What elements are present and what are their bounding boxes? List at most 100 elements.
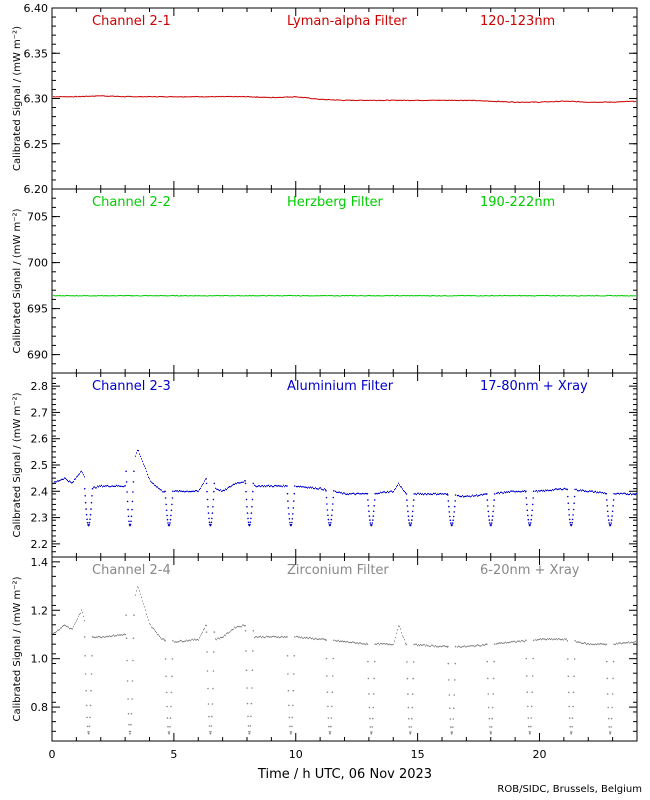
dip-point bbox=[407, 515, 410, 517]
dip-point bbox=[486, 643, 488, 645]
x-tick-label: 15 bbox=[411, 748, 425, 761]
dip-point bbox=[492, 677, 495, 680]
series-line bbox=[53, 294, 637, 297]
dip-point bbox=[606, 693, 609, 695]
dip-point bbox=[85, 513, 88, 516]
dip-point bbox=[452, 515, 455, 518]
dip-point bbox=[448, 511, 451, 513]
dip-point bbox=[164, 490, 166, 493]
dip-point bbox=[245, 669, 248, 671]
dip-point bbox=[251, 687, 253, 689]
dip-point bbox=[327, 518, 330, 521]
dip-point bbox=[165, 675, 167, 678]
dip-point bbox=[411, 519, 413, 521]
dip-point bbox=[371, 522, 374, 524]
dip-point bbox=[130, 520, 132, 523]
dip-point bbox=[411, 515, 414, 517]
dip-point bbox=[493, 499, 496, 501]
dip-point bbox=[169, 522, 171, 524]
dip-point bbox=[611, 515, 613, 517]
dip-point bbox=[531, 675, 534, 677]
dip-point bbox=[448, 505, 450, 508]
dip-point bbox=[130, 712, 133, 715]
dip-point bbox=[373, 505, 376, 507]
dip-point bbox=[244, 630, 247, 632]
dip-point bbox=[570, 732, 572, 735]
dip-point bbox=[451, 726, 454, 728]
dip-point bbox=[450, 524, 453, 527]
dip-point bbox=[211, 715, 213, 718]
dip-point bbox=[244, 482, 247, 485]
dip-point bbox=[91, 495, 93, 497]
dip-point bbox=[372, 510, 375, 513]
dip-point bbox=[331, 705, 333, 708]
dip-point bbox=[487, 693, 490, 695]
dip-point bbox=[129, 524, 131, 527]
filter-label: Zirconium Filter bbox=[287, 563, 389, 578]
dip-point bbox=[169, 717, 172, 719]
dip-point bbox=[172, 490, 174, 493]
y-tick-label: 1.2 bbox=[31, 604, 49, 617]
dip-point bbox=[406, 505, 409, 507]
dip-point bbox=[247, 517, 249, 520]
band-label: 190-222nm bbox=[480, 195, 555, 210]
dip-point bbox=[131, 500, 134, 503]
dip-point bbox=[374, 643, 377, 645]
dip-point bbox=[249, 725, 252, 727]
dip-point bbox=[287, 673, 289, 675]
dip-point bbox=[331, 514, 333, 517]
dip-point bbox=[85, 689, 87, 692]
dip-point bbox=[454, 494, 457, 496]
dip-point bbox=[245, 650, 247, 652]
dip-point bbox=[245, 498, 248, 501]
dip-point bbox=[211, 512, 214, 514]
dip-point bbox=[530, 514, 533, 517]
dip-point bbox=[486, 660, 489, 663]
dip-point bbox=[170, 509, 173, 512]
dip-point bbox=[368, 510, 370, 513]
dip-point bbox=[330, 717, 333, 719]
dip-point bbox=[287, 689, 290, 692]
dip-point bbox=[207, 687, 209, 690]
panel-frame bbox=[51, 372, 638, 558]
dip-point bbox=[612, 660, 615, 663]
dip-point bbox=[607, 515, 609, 517]
y-axis-label: Calibrated Signal / (mW m⁻²) bbox=[12, 26, 23, 171]
dip-point bbox=[288, 518, 291, 520]
dip-point bbox=[526, 503, 528, 506]
dip-point bbox=[449, 519, 452, 522]
dip-point bbox=[171, 675, 173, 678]
dip-point bbox=[405, 493, 408, 495]
dip-point bbox=[209, 732, 212, 735]
dip-point bbox=[328, 725, 330, 728]
dip-point bbox=[411, 693, 414, 695]
panel-frame bbox=[51, 7, 638, 190]
dip-point bbox=[610, 522, 612, 524]
dip-point bbox=[327, 705, 329, 708]
dip-point bbox=[372, 515, 375, 517]
series-1 bbox=[52, 95, 637, 104]
dip-point bbox=[452, 519, 455, 522]
dip-point bbox=[250, 715, 252, 718]
dip-point bbox=[133, 614, 135, 616]
y-tick-label: 6.35 bbox=[24, 47, 49, 60]
y-tick-label: 2.3 bbox=[31, 512, 49, 525]
dip-point bbox=[87, 732, 90, 735]
dip-point bbox=[527, 705, 529, 708]
dip-point bbox=[87, 524, 90, 527]
dip-point bbox=[250, 702, 253, 705]
dip-point bbox=[326, 509, 329, 511]
dip-point bbox=[409, 732, 412, 735]
dip-point bbox=[450, 522, 452, 524]
dip-point bbox=[84, 495, 86, 497]
dip-point bbox=[525, 497, 528, 499]
dip-point bbox=[493, 660, 496, 663]
y-axis-label: Calibrated Signal / (mW m⁻²) bbox=[12, 208, 23, 353]
x-tick-label: 5 bbox=[170, 748, 177, 761]
dip-point bbox=[450, 726, 452, 728]
dip-point bbox=[372, 717, 374, 720]
dip-point bbox=[128, 730, 131, 733]
dip-point bbox=[613, 492, 615, 495]
dip-point bbox=[326, 503, 328, 505]
dip-point bbox=[126, 680, 129, 682]
